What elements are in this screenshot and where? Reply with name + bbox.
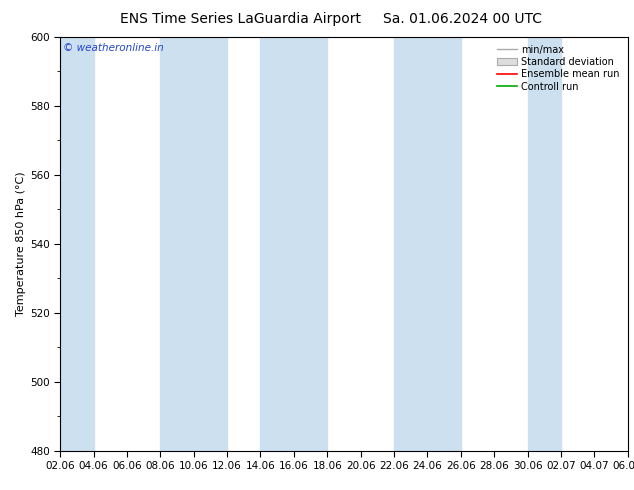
- Bar: [527, 37, 561, 451]
- Bar: [60, 37, 94, 451]
- Legend: min/max, Standard deviation, Ensemble mean run, Controll run: min/max, Standard deviation, Ensemble me…: [494, 42, 623, 95]
- Text: Sa. 01.06.2024 00 UTC: Sa. 01.06.2024 00 UTC: [384, 12, 542, 26]
- Bar: [160, 37, 227, 451]
- Bar: [261, 37, 327, 451]
- Text: © weatheronline.in: © weatheronline.in: [63, 43, 164, 53]
- Text: ENS Time Series LaGuardia Airport: ENS Time Series LaGuardia Airport: [120, 12, 361, 26]
- Y-axis label: Temperature 850 hPa (°C): Temperature 850 hPa (°C): [16, 172, 26, 316]
- Bar: [394, 37, 461, 451]
